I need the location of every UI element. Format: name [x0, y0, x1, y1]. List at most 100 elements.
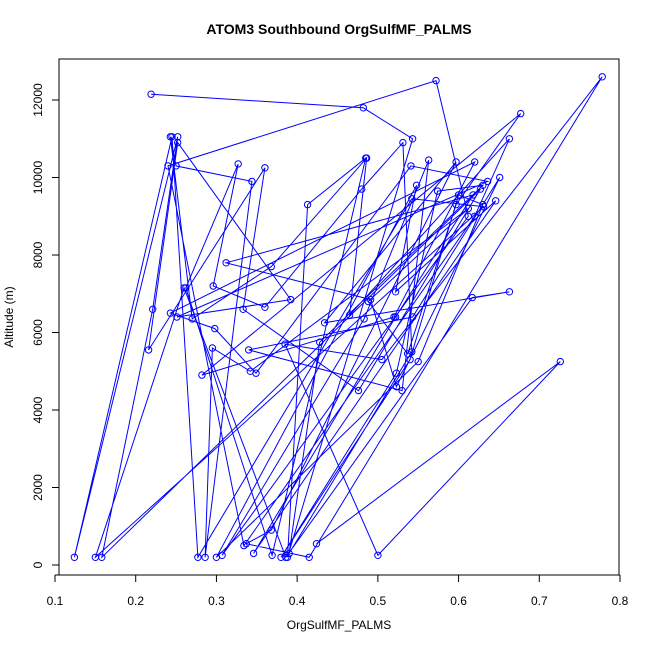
y-axis-title: Altitude (m)	[2, 286, 16, 347]
data-point	[464, 204, 472, 213]
data-point	[362, 154, 371, 162]
data-point	[392, 369, 401, 377]
data-point	[469, 191, 477, 199]
data-point	[166, 309, 175, 317]
data-point	[354, 386, 363, 395]
data-point	[248, 177, 256, 186]
data-point	[174, 133, 182, 141]
data-point	[303, 200, 312, 209]
data-point	[408, 348, 416, 356]
y-tick-label: 2000	[31, 474, 45, 501]
data-point	[282, 553, 290, 561]
data-point	[496, 173, 504, 182]
data-point	[408, 135, 417, 143]
y-tick-label: 12000	[31, 83, 45, 117]
data-point	[180, 284, 188, 292]
data-point	[468, 293, 476, 302]
data-point	[267, 526, 275, 534]
y-tick-label: 0	[31, 561, 45, 568]
data-point	[471, 212, 479, 221]
data-point	[505, 288, 514, 296]
x-tick-label: 0.1	[47, 594, 64, 608]
x-tick-label: 0.8	[612, 594, 629, 608]
data-point	[358, 185, 366, 193]
x-tick-label: 0.4	[289, 594, 306, 608]
data-point	[454, 191, 463, 199]
data-point	[492, 197, 500, 205]
data-point	[407, 162, 415, 170]
data-point	[261, 303, 269, 311]
data-point	[305, 553, 313, 561]
x-tick-label: 0.6	[450, 594, 467, 608]
data-point	[211, 324, 219, 333]
data-point	[144, 346, 153, 354]
data-point	[505, 135, 514, 143]
data-point	[390, 313, 398, 321]
data-point	[408, 313, 417, 321]
data-point	[598, 73, 606, 81]
x-axis: 0.1 0.2 0.3 0.4 0.5 0.6 0.7 0.8	[47, 574, 629, 608]
data-point	[366, 295, 375, 304]
data-point	[360, 315, 368, 323]
data-point	[91, 553, 100, 561]
data-point	[245, 346, 253, 354]
data-point	[172, 162, 180, 170]
data-point	[433, 187, 442, 195]
data-point	[240, 541, 248, 550]
data-point	[320, 319, 329, 327]
x-axis-title: OrgSulfMF_PALMS	[287, 618, 391, 632]
data-point	[164, 162, 172, 170]
x-tick-label: 0.7	[531, 594, 548, 608]
data-point	[517, 109, 525, 118]
data-point	[408, 195, 416, 203]
data-point	[374, 551, 382, 559]
data-point	[149, 305, 157, 313]
data-point	[364, 297, 372, 306]
plot-frame	[58, 58, 620, 576]
chart-title: ATOM3 Southbound OrgSulfMF_PALMS	[206, 21, 471, 37]
data-point	[391, 288, 400, 296]
data-point	[173, 313, 181, 321]
x-tick-label: 0.2	[127, 594, 144, 608]
data-point	[425, 156, 433, 164]
data-point	[252, 369, 260, 377]
data-point	[359, 104, 367, 112]
data-point	[392, 383, 401, 391]
data-point	[174, 138, 182, 147]
data-point	[198, 371, 206, 379]
data-point	[399, 138, 407, 147]
data-point	[168, 133, 176, 141]
y-tick-label: 10000	[31, 160, 45, 194]
data-point	[476, 185, 485, 193]
data-point	[194, 553, 202, 561]
x-tick-label: 0.5	[370, 594, 387, 608]
data-point	[208, 344, 217, 352]
data-point	[209, 282, 217, 290]
data-point	[234, 160, 242, 168]
data-point	[479, 202, 488, 211]
data-point	[239, 305, 247, 313]
data-point	[316, 338, 324, 346]
data-point	[218, 551, 226, 559]
x-tick-label: 0.3	[208, 594, 225, 608]
data-point	[268, 551, 276, 559]
data-point	[452, 158, 460, 166]
series-line	[73, 76, 603, 559]
data-point	[414, 357, 422, 366]
data-point	[404, 350, 412, 358]
data-point	[378, 355, 386, 364]
data-point	[479, 181, 487, 190]
data-point	[277, 553, 285, 561]
data-point	[70, 553, 79, 561]
data-point	[261, 164, 269, 172]
data-point	[452, 200, 460, 209]
y-tick-label: 8000	[31, 241, 45, 268]
data-point	[471, 158, 479, 166]
y-tick-label: 6000	[31, 319, 45, 346]
data-point	[222, 259, 230, 267]
data-point	[398, 386, 406, 395]
data-point	[483, 177, 492, 186]
data-point	[345, 311, 354, 319]
data-point	[312, 540, 321, 548]
